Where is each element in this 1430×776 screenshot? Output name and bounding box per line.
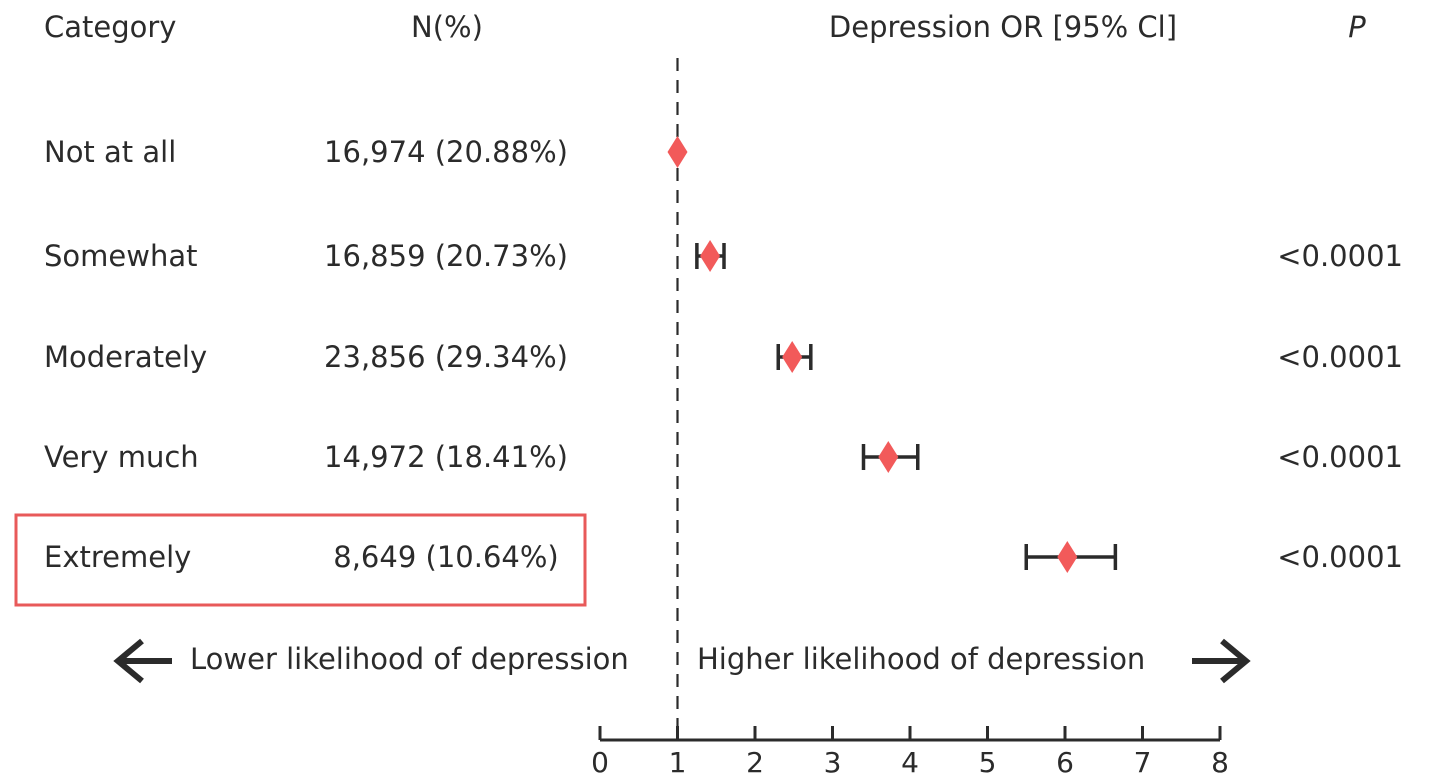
x-tick-label: 7: [1134, 746, 1152, 776]
or-point-marker: [1057, 541, 1078, 573]
left-arrow-icon: [113, 638, 172, 684]
higher-likelihood-label: Higher likelihood of depression: [697, 642, 1145, 676]
row-n: 16,859 (20.73%): [324, 239, 568, 273]
right-arrow-icon: [1192, 638, 1251, 684]
header-n: N(%): [411, 10, 483, 44]
row-n: 16,974 (20.88%): [324, 135, 568, 169]
x-tick-label: 8: [1211, 746, 1229, 776]
x-tick-label: 3: [824, 746, 842, 776]
or-point-marker: [700, 240, 721, 272]
x-tick-label: 5: [979, 746, 997, 776]
header-category: Category: [44, 10, 176, 44]
forest-row: Not at all 16,974 (20.88%): [44, 135, 688, 169]
forest-row: Moderately 23,856 (29.34%) <0.0001: [44, 340, 1403, 374]
x-tick-label: 0: [591, 746, 609, 776]
x-tick-label: 4: [901, 746, 919, 776]
or-point-marker: [878, 441, 899, 473]
highlight-box: [14, 513, 587, 607]
row-category: Moderately: [44, 340, 207, 374]
row-p-value: <0.0001: [1277, 239, 1403, 273]
or-point-marker: [782, 341, 803, 373]
or-point-marker: [667, 136, 688, 168]
row-category: Somewhat: [44, 239, 197, 273]
x-axis: 0 1 2 3 4 5 6 7 8: [591, 726, 1229, 776]
row-p-value: <0.0001: [1277, 540, 1403, 574]
rows: Not at all 16,974 (20.88%) Somewhat 16,859 …: [44, 135, 1403, 574]
row-p-value: <0.0001: [1277, 440, 1403, 474]
row-category: Extremely: [44, 540, 191, 574]
forest-row: Extremely 8,649 (10.64%) <0.0001: [44, 540, 1403, 574]
row-category: Very much: [44, 440, 199, 474]
row-p-value: <0.0001: [1277, 340, 1403, 374]
lower-likelihood-label: Lower likelihood of depression: [190, 642, 629, 676]
row-n: 23,856 (29.34%): [324, 340, 568, 374]
x-tick-label: 2: [746, 746, 764, 776]
forest-row: Somewhat 16,859 (20.73%) <0.0001: [44, 239, 1403, 273]
row-category: Not at all: [44, 135, 176, 169]
row-n: 14,972 (18.41%): [324, 440, 568, 474]
x-tick-label: 1: [669, 746, 687, 776]
direction-labels: Lower likelihood of depression Higher li…: [113, 638, 1251, 684]
header-or: Depression OR [95% Cl]: [829, 10, 1177, 44]
x-tick-label: 6: [1056, 746, 1074, 776]
row-n: 8,649 (10.64%): [333, 540, 558, 574]
header-p: P: [1348, 10, 1366, 44]
forest-row: Very much 14,972 (18.41%) <0.0001: [44, 440, 1403, 474]
